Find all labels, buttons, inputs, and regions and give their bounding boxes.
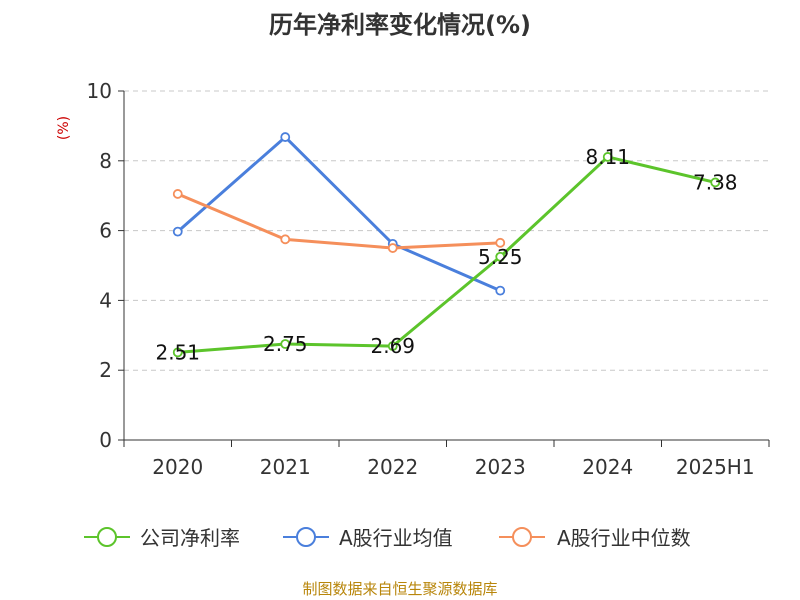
- legend-label: 公司净利率: [140, 526, 240, 550]
- legend-item: A股行业中位数: [499, 526, 691, 550]
- data-point: [280, 132, 291, 142]
- chart-title: 历年净利率变化情况(%): [269, 11, 531, 39]
- data-point: [602, 152, 613, 162]
- legend-item: 公司净利率: [84, 526, 240, 550]
- data-labels: 2.51 2.75 2.69 5.25 8.11 7.38: [155, 145, 737, 364]
- data-label: 2.51: [155, 340, 200, 364]
- data-label: 5.25: [478, 245, 523, 269]
- source-note: 制图数据来自恒生聚源数据库: [302, 580, 497, 598]
- y-axis-label: (%): [56, 116, 72, 140]
- y-tick-label: 10: [87, 79, 112, 103]
- data-point: [495, 251, 506, 262]
- y-tick-label: 6: [99, 219, 112, 243]
- data-point: [172, 226, 183, 237]
- series-2: [172, 189, 506, 253]
- data-point: [387, 341, 398, 352]
- series-0: [172, 152, 721, 358]
- data-point: [172, 347, 183, 358]
- legend-item: A股行业均值: [283, 526, 453, 550]
- legend-label: A股行业中位数: [557, 526, 691, 550]
- y-tick-label: 0: [99, 428, 112, 452]
- series-1: [172, 132, 506, 296]
- data-label: 2.75: [263, 332, 308, 356]
- data-point: [172, 189, 183, 199]
- data-point: [280, 339, 291, 349]
- legend-label: A股行业均值: [339, 526, 453, 550]
- x-tick-label: 2020: [152, 455, 203, 479]
- x-tick-label: 2022: [367, 455, 418, 479]
- data-label: 8.11: [585, 145, 630, 169]
- x-tick-label: 2024: [582, 455, 633, 479]
- x-tick-label: 2021: [260, 455, 311, 479]
- series-group: [172, 132, 721, 358]
- y-tick-label: 2: [99, 358, 112, 382]
- data-point: [710, 177, 721, 188]
- data-point: [495, 237, 506, 248]
- data-label: 2.69: [370, 334, 415, 358]
- legend-marker: [512, 527, 532, 547]
- y-tick-label: 8: [99, 149, 112, 173]
- data-label: 7.38: [693, 170, 738, 194]
- grid-lines: [124, 90, 769, 371]
- legend-marker: [97, 527, 117, 547]
- y-tick-label: 4: [99, 288, 112, 312]
- data-point: [387, 243, 398, 253]
- x-tick-label: 2023: [475, 455, 526, 479]
- x-tick-label: 2025H1: [676, 455, 755, 479]
- legend: 公司净利率 A股行业均值 A股行业中位数: [84, 526, 691, 550]
- series-line: [177, 192, 501, 250]
- legend-marker: [296, 527, 316, 547]
- series-line: [176, 135, 501, 293]
- data-point: [495, 285, 506, 296]
- data-point: [280, 234, 291, 245]
- axes: 0 2 4 6 8 10 2020 2021 2022 2023 2024 2025H1: [87, 79, 770, 479]
- series-line: [177, 155, 716, 354]
